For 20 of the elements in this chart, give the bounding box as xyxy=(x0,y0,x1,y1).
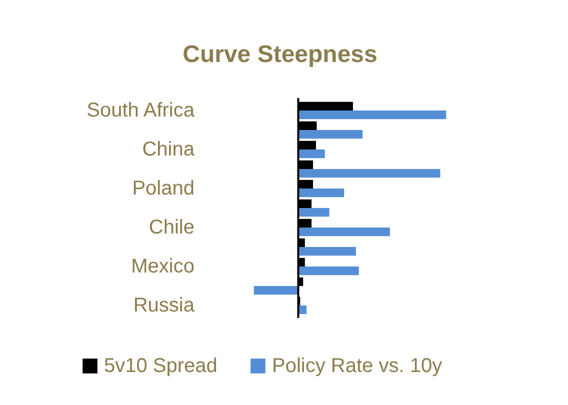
bar xyxy=(254,286,298,295)
chart-title: Curve Steepness xyxy=(182,41,378,68)
bar xyxy=(298,208,330,217)
bar xyxy=(298,130,363,139)
bar xyxy=(298,247,356,256)
legend-label: Policy Rate vs. 10y xyxy=(272,355,442,377)
y-tick-label: China xyxy=(142,138,196,160)
bar xyxy=(298,149,325,158)
bar xyxy=(298,306,307,314)
bar xyxy=(298,168,440,178)
y-tick-label: Russia xyxy=(133,294,196,317)
bar xyxy=(298,110,446,120)
y-tick-label: Mexico xyxy=(131,256,194,278)
bar xyxy=(298,266,359,276)
y-tick-label: South Africa xyxy=(86,99,196,122)
y-tick-label: Chile xyxy=(148,216,194,239)
legend-label: 5v10 Spread xyxy=(104,355,218,377)
bar xyxy=(298,228,390,236)
bar xyxy=(298,188,344,198)
y-tick-label: Poland xyxy=(132,177,194,200)
